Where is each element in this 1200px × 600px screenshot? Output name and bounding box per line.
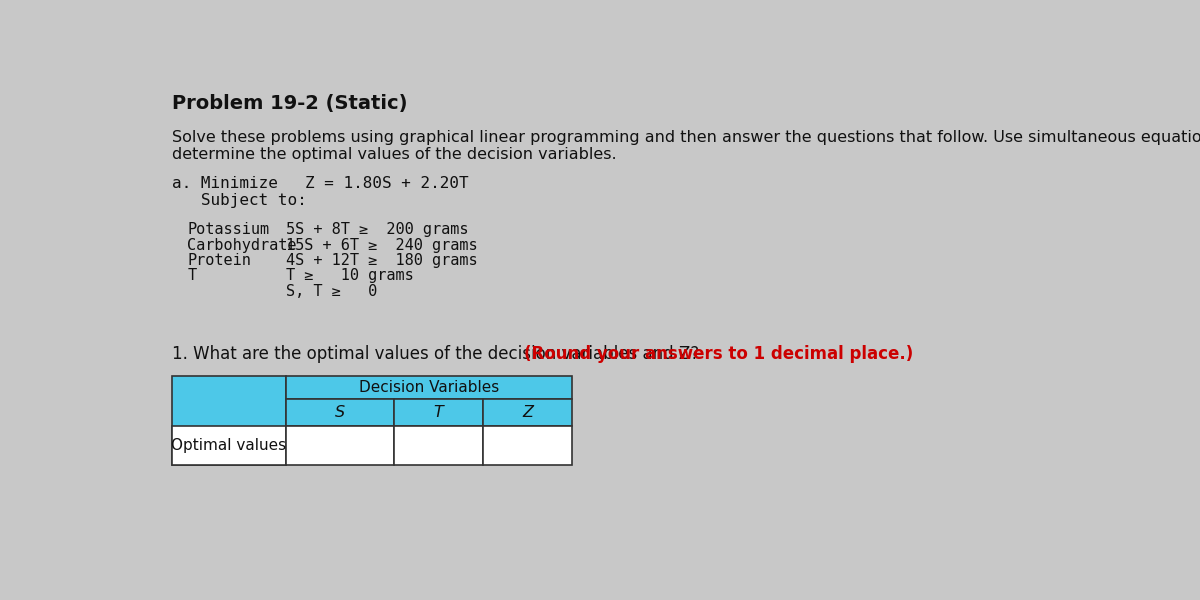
Text: Optimal values: Optimal values xyxy=(172,438,287,453)
Text: Carbohydrate: Carbohydrate xyxy=(187,238,296,253)
Text: T: T xyxy=(434,405,444,420)
Bar xyxy=(394,399,484,426)
Text: Potassium: Potassium xyxy=(187,222,269,237)
Text: a. Minimize: a. Minimize xyxy=(172,176,277,191)
Bar xyxy=(172,376,286,464)
Text: determine the optimal values of the decision variables.: determine the optimal values of the deci… xyxy=(172,146,617,161)
Text: Decision Variables: Decision Variables xyxy=(359,380,499,395)
Text: 4S + 12T ≥  180 grams: 4S + 12T ≥ 180 grams xyxy=(286,253,478,268)
Bar xyxy=(286,426,394,464)
Bar xyxy=(394,426,484,464)
Text: 1. What are the optimal values of the decision variables and Z?: 1. What are the optimal values of the de… xyxy=(172,346,704,364)
Text: Solve these problems using graphical linear programming and then answer the ques: Solve these problems using graphical lin… xyxy=(172,130,1200,145)
Text: S, T ≥   0: S, T ≥ 0 xyxy=(286,284,377,299)
Bar xyxy=(286,376,572,399)
Text: 15S + 6T ≥  240 grams: 15S + 6T ≥ 240 grams xyxy=(286,238,478,253)
Text: (Round your answers to 1 decimal place.): (Round your answers to 1 decimal place.) xyxy=(524,346,913,364)
Bar xyxy=(172,426,286,464)
Text: Problem 19-2 (Static): Problem 19-2 (Static) xyxy=(172,94,407,113)
Text: Z = 1.80S + 2.20T: Z = 1.80S + 2.20T xyxy=(305,176,469,191)
Text: S: S xyxy=(335,405,344,420)
Text: 5S + 8T ≥  200 grams: 5S + 8T ≥ 200 grams xyxy=(286,222,468,237)
Text: Z: Z xyxy=(522,405,533,420)
Text: Protein: Protein xyxy=(187,253,251,268)
Text: Subject to:: Subject to: xyxy=(172,193,306,208)
Bar xyxy=(484,399,572,426)
Text: T: T xyxy=(187,268,197,283)
Text: T ≥   10 grams: T ≥ 10 grams xyxy=(286,268,413,283)
Bar xyxy=(484,426,572,464)
Bar xyxy=(286,399,394,426)
